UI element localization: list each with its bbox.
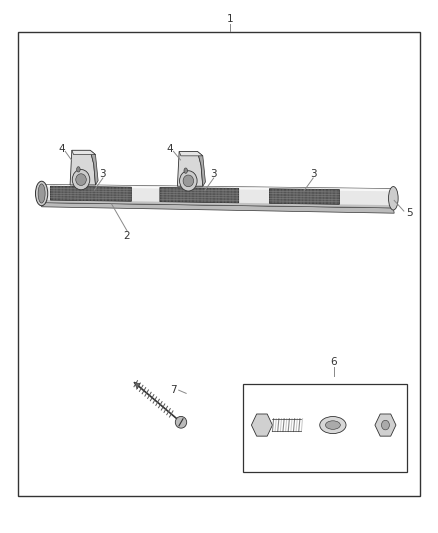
Ellipse shape bbox=[184, 168, 187, 173]
Polygon shape bbox=[70, 150, 95, 185]
Bar bbox=[18, 32, 420, 496]
Text: 4: 4 bbox=[166, 144, 173, 154]
Ellipse shape bbox=[72, 169, 90, 190]
Ellipse shape bbox=[175, 416, 187, 428]
Ellipse shape bbox=[325, 421, 340, 430]
Text: 4: 4 bbox=[58, 144, 65, 154]
Polygon shape bbox=[42, 203, 394, 213]
Text: 5: 5 bbox=[406, 208, 413, 218]
Ellipse shape bbox=[183, 175, 194, 187]
Polygon shape bbox=[39, 184, 394, 208]
Ellipse shape bbox=[180, 171, 197, 191]
Ellipse shape bbox=[381, 420, 389, 430]
Text: 2: 2 bbox=[124, 231, 131, 240]
Text: 3: 3 bbox=[210, 169, 217, 179]
Text: 6: 6 bbox=[330, 358, 337, 367]
Polygon shape bbox=[72, 150, 95, 155]
Text: 3: 3 bbox=[310, 169, 317, 179]
Polygon shape bbox=[134, 383, 140, 389]
Ellipse shape bbox=[77, 167, 80, 172]
Text: 7: 7 bbox=[170, 385, 177, 395]
Polygon shape bbox=[177, 151, 203, 186]
Polygon shape bbox=[39, 184, 394, 191]
Bar bbox=[243, 384, 407, 472]
Polygon shape bbox=[50, 186, 131, 201]
Polygon shape bbox=[269, 189, 339, 204]
Ellipse shape bbox=[76, 174, 86, 185]
Polygon shape bbox=[198, 151, 205, 186]
Polygon shape bbox=[160, 188, 239, 203]
Polygon shape bbox=[39, 200, 394, 208]
Text: 3: 3 bbox=[99, 169, 106, 179]
Ellipse shape bbox=[320, 417, 346, 434]
Polygon shape bbox=[179, 151, 203, 156]
Text: 1: 1 bbox=[226, 14, 233, 23]
Ellipse shape bbox=[389, 187, 398, 210]
Ellipse shape bbox=[35, 181, 48, 206]
Ellipse shape bbox=[38, 184, 45, 203]
Polygon shape bbox=[90, 150, 98, 185]
